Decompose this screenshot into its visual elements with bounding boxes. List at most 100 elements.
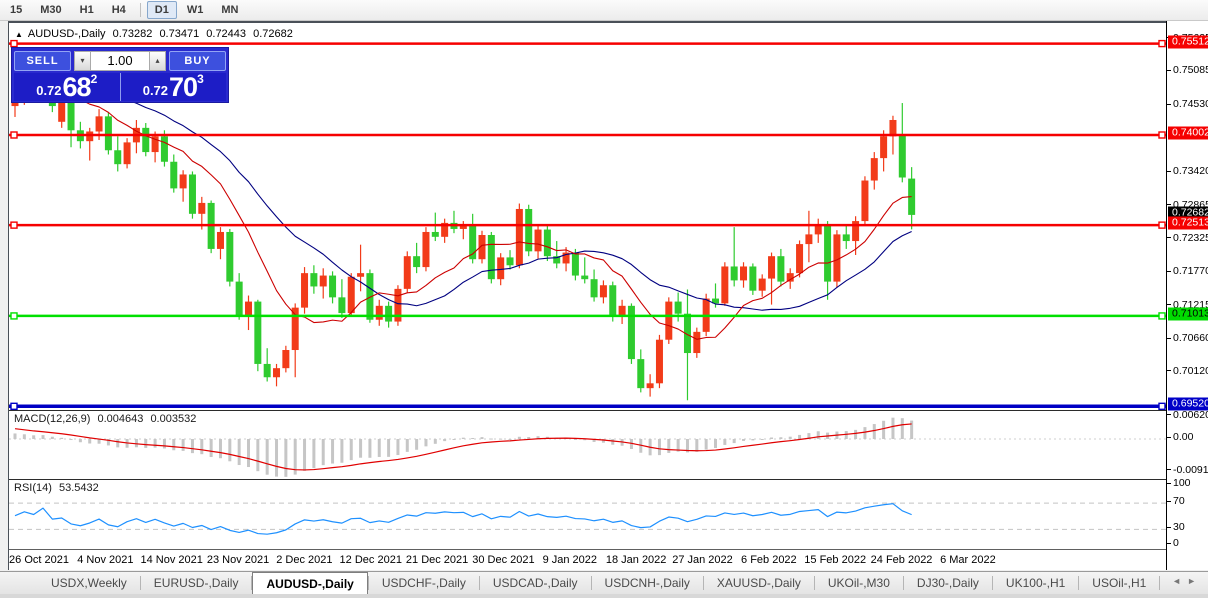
tab-scroll-arrows: ◄► xyxy=(1172,576,1202,586)
tab-scroll-left-icon[interactable]: ◄ xyxy=(1172,576,1188,586)
axis-tick xyxy=(1167,370,1171,371)
macd-histogram-bar xyxy=(517,436,521,439)
macd-axis-label: -0.00919 xyxy=(1173,463,1208,476)
tab-divider xyxy=(1159,576,1161,590)
timeframe-button-15[interactable]: 15 xyxy=(10,4,23,16)
chart-tab-eurusd-daily[interactable]: EURUSD-,Daily xyxy=(153,576,239,590)
chart-tab-usdcnh-daily[interactable]: USDCNH-,Daily xyxy=(604,576,690,590)
hline-handle[interactable] xyxy=(10,402,18,411)
tab-scroll-right-icon[interactable]: ► xyxy=(1187,576,1202,586)
candle-body xyxy=(114,150,122,165)
rsi-axis-label: 30 xyxy=(1173,521,1185,534)
price-badge-0.75512: 0.75512 xyxy=(1168,35,1208,49)
timeframe-button-m30[interactable]: M30 xyxy=(40,4,62,16)
timeframe-button-mn[interactable]: MN xyxy=(221,4,239,16)
price-axis-label: 0.71770 xyxy=(1173,265,1208,278)
candle-body xyxy=(301,273,309,308)
macd-histogram-bar xyxy=(499,438,503,440)
hline-handle[interactable] xyxy=(1158,39,1166,48)
hline-handle[interactable] xyxy=(1158,402,1166,411)
chart-tab-ukoil-m30[interactable]: UKOil-,M30 xyxy=(827,576,890,590)
date-label: 4 Nov 2021 xyxy=(77,554,134,566)
timeframe-button-h1[interactable]: H1 xyxy=(79,4,94,16)
price-chart-canvas[interactable] xyxy=(9,23,1167,550)
ma-slow-line xyxy=(14,65,912,311)
price-badge-0.71013: 0.71013 xyxy=(1168,307,1208,321)
date-label: 18 Jan 2022 xyxy=(605,554,667,566)
macd-histogram-bar xyxy=(368,439,372,458)
buy-button[interactable]: BUY xyxy=(169,51,226,71)
hline-handle[interactable] xyxy=(10,221,18,229)
sell-price-panel[interactable]: 0.72 68 2 xyxy=(14,73,121,101)
macd-histogram-bar xyxy=(32,435,36,439)
candle-body xyxy=(58,101,66,122)
macd-histogram-bar xyxy=(433,439,437,444)
buy-price-small: 0.72 xyxy=(142,83,169,98)
date-label: 2 Dec 2021 xyxy=(276,554,333,566)
macd-histogram-bar xyxy=(611,439,615,445)
macd-histogram-bar xyxy=(863,427,867,439)
macd-axis-label: 0.006201 xyxy=(1173,408,1208,421)
chart-tab-dj30-daily[interactable]: DJ30-,Daily xyxy=(916,576,979,590)
collapse-triangle-icon[interactable]: ▲ xyxy=(15,30,23,39)
macd-histogram-bar xyxy=(340,439,344,463)
tab-divider xyxy=(139,576,141,590)
hline-handle[interactable] xyxy=(1158,131,1166,139)
candle-body xyxy=(655,339,663,384)
macd-histogram-bar xyxy=(106,439,110,446)
candle-body xyxy=(188,174,196,214)
chart-tab-usdchf-daily[interactable]: USDCHF-,Daily xyxy=(381,576,466,590)
hline-handle[interactable] xyxy=(1158,221,1166,229)
macd-histogram-bar xyxy=(489,438,493,440)
volume-stepper-up-icon[interactable]: ▴ xyxy=(149,51,166,71)
candle-body xyxy=(758,278,766,291)
macd-histogram-bar xyxy=(723,439,727,445)
price-axis-label: 0.72325 xyxy=(1173,231,1208,244)
chart-tab-usdx-weekly[interactable]: USDX,Weekly xyxy=(51,576,127,590)
candle-body xyxy=(347,276,355,314)
buy-price-panel[interactable]: 0.72 70 3 xyxy=(120,73,226,101)
macd-histogram-bar xyxy=(265,439,269,475)
chart-tab-uk100-h1[interactable]: UK100-,H1 xyxy=(1005,576,1066,590)
price-axis[interactable]: 0.756250.750850.745300.734200.728650.723… xyxy=(1166,21,1208,570)
candle-body xyxy=(674,301,682,314)
sell-button[interactable]: SELL xyxy=(14,51,71,71)
volume-input[interactable]: 1.00 xyxy=(91,51,149,71)
date-label: 21 Dec 2021 xyxy=(405,554,469,566)
timeframe-button-h4[interactable]: H4 xyxy=(111,4,126,16)
hline-handle[interactable] xyxy=(10,39,18,48)
ohlc-high: 0.73471 xyxy=(159,28,200,40)
tab-divider xyxy=(813,576,815,590)
macd-histogram-bar xyxy=(331,439,335,464)
axis-tick xyxy=(1167,70,1171,71)
one-click-trading-widget: SELL ▾ 1.00 ▴ BUY 0.72 68 2 0.72 70 3 xyxy=(11,47,229,103)
candle-body xyxy=(170,161,178,189)
price-badge-0.69520: 0.69520 xyxy=(1168,397,1208,411)
macd-histogram-bar xyxy=(872,424,876,439)
macd-indicator-label: MACD(12,26,9) 0.004643 0.003532 xyxy=(14,413,200,425)
tab-divider xyxy=(902,576,904,590)
macd-histogram-bar xyxy=(844,431,848,439)
macd-histogram-bar xyxy=(321,439,325,466)
sell-price-small: 0.72 xyxy=(36,83,62,98)
candle-body xyxy=(198,202,206,214)
hline-handle[interactable] xyxy=(10,312,18,320)
chart-tab-usdcad-daily[interactable]: USDCAD-,Daily xyxy=(492,576,578,590)
macd-histogram-bar xyxy=(41,435,45,439)
date-label: 14 Nov 2021 xyxy=(140,554,203,566)
timeframe-button-d1[interactable]: D1 xyxy=(146,1,177,19)
price-badge-0.72682: 0.72682 xyxy=(1168,206,1208,220)
chart-tab-xauusd-daily[interactable]: XAUUSD-,Daily xyxy=(716,576,801,590)
hline-handle[interactable] xyxy=(10,131,18,139)
tab-divider xyxy=(478,576,480,590)
candle-body xyxy=(86,131,94,142)
axis-tick xyxy=(1167,483,1171,484)
candle-body xyxy=(525,208,533,252)
chart-tab-usoil-h1[interactable]: USOil-,H1 xyxy=(1092,576,1147,590)
macd-histogram-bar xyxy=(910,420,914,439)
price-axis-label: 0.74530 xyxy=(1173,98,1208,111)
chart-tab-audusd-daily[interactable]: AUDUSD-,Daily xyxy=(252,572,368,594)
volume-stepper-down-icon[interactable]: ▾ xyxy=(74,51,91,71)
timeframe-button-w1[interactable]: W1 xyxy=(186,4,204,16)
hline-handle[interactable] xyxy=(1158,312,1166,320)
